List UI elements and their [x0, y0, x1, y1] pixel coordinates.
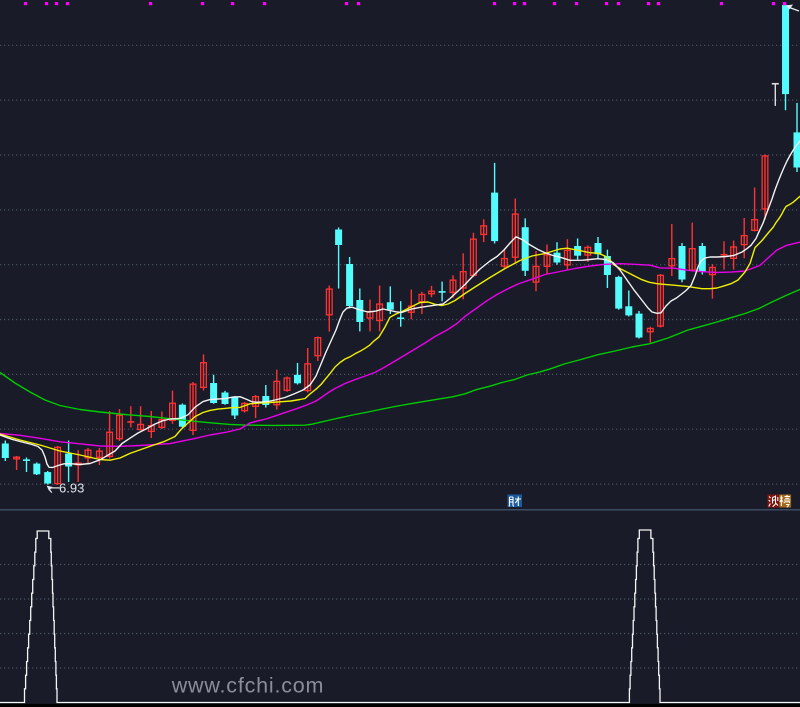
svg-text:www.cfchi.com: www.cfchi.com — [171, 674, 325, 698]
svg-text:6.93: 6.93 — [59, 481, 84, 496]
